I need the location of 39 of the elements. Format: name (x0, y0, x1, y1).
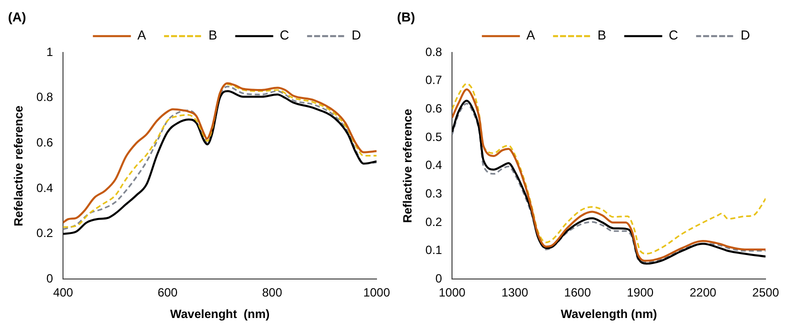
legend-label: D (740, 28, 750, 43)
y-tick-label: 0.1 (425, 243, 442, 258)
legend-label: C (280, 28, 290, 43)
x-tick-label: 1000 (438, 286, 466, 300)
x-tick-label: 800 (262, 286, 282, 300)
x-axis-title: Wavelenght (nm) (170, 307, 270, 322)
chart-title: (B) (397, 9, 416, 24)
legend-label: B (598, 28, 606, 43)
legend-label: A (526, 28, 536, 43)
y-tick-label: 0 (435, 272, 442, 286)
y-tick-label: 0.5 (425, 130, 442, 144)
y-tick-label: 0.7 (425, 73, 442, 88)
y-tick-label: 0.2 (36, 226, 54, 240)
y-tick-label: 0 (46, 272, 54, 286)
y-tick-label: 0.2 (425, 214, 442, 229)
legend-label: C (668, 28, 678, 43)
legend-label: B (208, 28, 218, 43)
y-tick-label: 0.8 (425, 44, 442, 59)
legend-label: D (352, 28, 361, 43)
legend-label: A (137, 28, 146, 43)
y-tick-label: 1 (46, 44, 54, 59)
x-tick-label: 1600 (564, 286, 592, 300)
chart-title: (A) (8, 9, 26, 24)
y-tick-label: 0.4 (36, 180, 54, 195)
y-tick-label: 0.8 (36, 90, 54, 104)
y-tick-label: 0.6 (425, 102, 442, 116)
x-tick-label: 2200 (690, 286, 717, 300)
x-tick-label: 1300 (501, 286, 528, 300)
y-axis-title: Refelactive reference (12, 105, 26, 226)
x-tick-label: 1000 (363, 286, 390, 300)
x-tick-label: 400 (53, 286, 74, 300)
y-tick-label: 0.3 (425, 186, 442, 201)
x-tick-label: 1900 (626, 286, 654, 300)
y-tick-label: 0.4 (425, 158, 442, 172)
x-axis-title: Wavelength (nm) (560, 307, 657, 322)
y-axis-title: Reflactive reference (400, 108, 415, 223)
x-tick-label: 2500 (752, 286, 780, 300)
x-tick-label: 600 (158, 286, 178, 300)
y-tick-label: 0.6 (36, 136, 54, 150)
